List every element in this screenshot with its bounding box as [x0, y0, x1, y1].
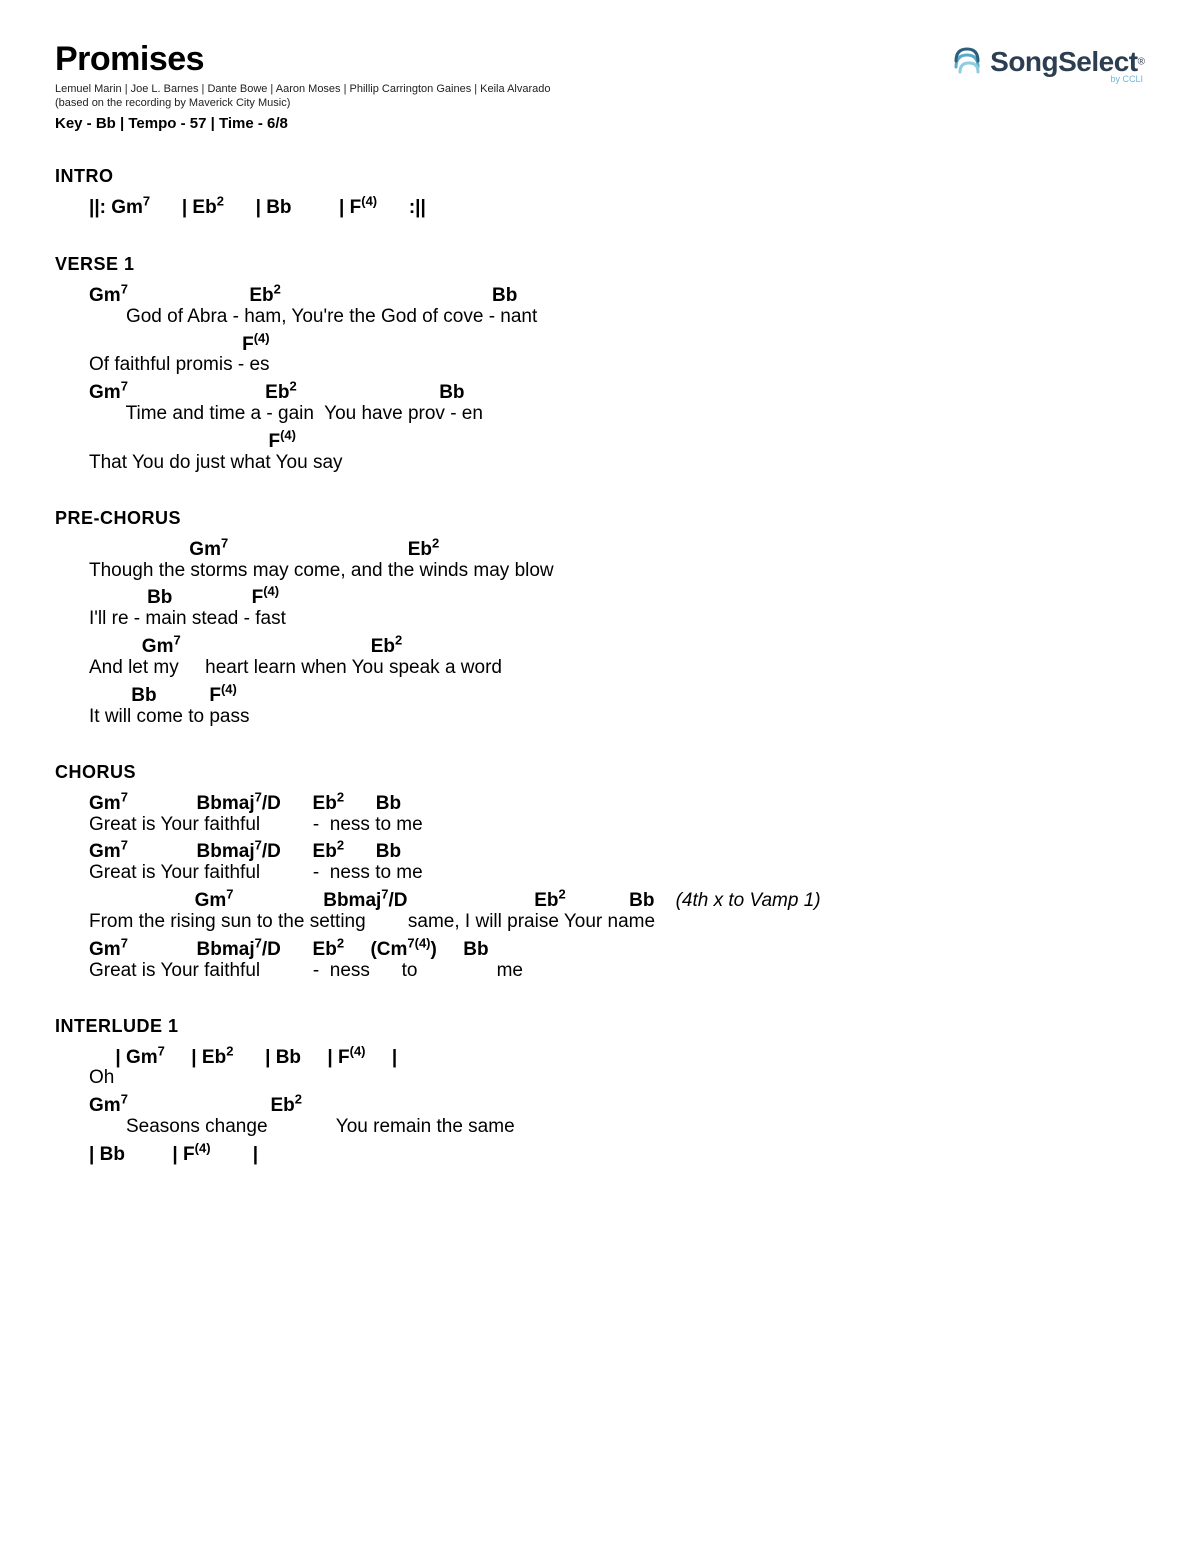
header-row: Promises Lemuel Marin | Joe L. Barnes | …: [55, 40, 1145, 132]
logo-brand-text: SongSelect: [990, 46, 1137, 77]
interlude1-body: | Gm7 | Eb2 | Bb | F(4) | Oh Gm7 Eb2 Sea…: [55, 1047, 1145, 1166]
songselect-logo: SongSelect®: [952, 40, 1145, 78]
chord-line: Gm7 Bbmaj7/D Eb2 Bb: [89, 841, 1145, 863]
logo-block: SongSelect® by CCLI: [952, 40, 1145, 84]
chord-line: Gm7 Eb2 Bb: [89, 382, 1145, 404]
section-label-interlude1: INTERLUDE 1: [55, 1016, 1145, 1037]
verse1-body: Gm7 Eb2 Bb God of Abra - ham, You're the…: [55, 285, 1145, 474]
songselect-icon: [952, 47, 982, 77]
lyric-line: It will come to pass: [89, 707, 1145, 728]
prechorus-body: Gm7 Eb2 Though the storms may come, and …: [55, 539, 1145, 728]
chord-line: Bb F(4): [89, 587, 1145, 609]
chord-line: Gm7 Bbmaj7/D Eb2 Bb (4th x to Vamp 1): [89, 890, 1145, 912]
section-label-prechorus: PRE-CHORUS: [55, 508, 1145, 529]
header-left: Promises Lemuel Marin | Joe L. Barnes | …: [55, 40, 550, 132]
lyric-line: Great is Your faithful - ness to me: [89, 961, 1145, 982]
chord-line: F(4): [89, 431, 1145, 453]
song-title: Promises: [55, 40, 550, 79]
lyric-line: Though the storms may come, and the wind…: [89, 561, 1145, 582]
chord-line: Gm7 Bbmaj7/D Eb2 Bb: [89, 793, 1145, 815]
chord-line: Gm7 Eb2: [89, 1095, 1145, 1117]
lyric-line: I'll re - main stead - fast: [89, 609, 1145, 630]
intro-body: ||: Gm7 | Eb2 | Bb | F(4) :||: [55, 197, 1145, 220]
chord-line: Gm7 Eb2: [89, 636, 1145, 658]
intro-chords: ||: Gm7 | Eb2 | Bb | F(4) :||: [89, 197, 1145, 220]
chord-line: | Bb | F(4) |: [89, 1144, 1145, 1166]
chord-line: F(4): [89, 334, 1145, 356]
song-based-on: (based on the recording by Maverick City…: [55, 97, 550, 109]
chord-line: Gm7 Eb2: [89, 539, 1145, 561]
chord-line: Gm7 Eb2 Bb: [89, 285, 1145, 307]
lyric-line: Great is Your faithful - ness to me: [89, 863, 1145, 884]
song-authors: Lemuel Marin | Joe L. Barnes | Dante Bow…: [55, 83, 550, 95]
chord-sheet-page: Promises Lemuel Marin | Joe L. Barnes | …: [0, 0, 1200, 1553]
lyric-line: Time and time a - gain You have prov - e…: [89, 404, 1145, 425]
lyric-line: From the rising sun to the setting same,…: [89, 912, 1145, 933]
section-label-intro: INTRO: [55, 166, 1145, 187]
lyric-line: That You do just what You say: [89, 453, 1145, 474]
lyric-line: God of Abra - ham, You're the God of cov…: [89, 307, 1145, 328]
lyric-line: Of faithful promis - es: [89, 355, 1145, 376]
lyric-line: And let my heart learn when You speak a …: [89, 658, 1145, 679]
logo-subtext: by CCLI: [1110, 74, 1145, 84]
lyric-line: Seasons change You remain the same: [89, 1117, 1145, 1138]
song-meta: Key - Bb | Tempo - 57 | Time - 6/8: [55, 115, 550, 132]
section-label-chorus: CHORUS: [55, 762, 1145, 783]
chord-line: Bb F(4): [89, 685, 1145, 707]
chord-line: | Gm7 | Eb2 | Bb | F(4) |: [89, 1047, 1145, 1069]
chord-line: Gm7 Bbmaj7/D Eb2 (Cm7(4)) Bb: [89, 939, 1145, 961]
lyric-line: Great is Your faithful - ness to me: [89, 815, 1145, 836]
section-label-verse1: VERSE 1: [55, 254, 1145, 275]
lyric-line: Oh: [89, 1068, 1145, 1089]
performance-note: (4th x to Vamp 1): [676, 890, 821, 911]
chorus-body: Gm7 Bbmaj7/D Eb2 Bb Great is Your faithf…: [55, 793, 1145, 982]
